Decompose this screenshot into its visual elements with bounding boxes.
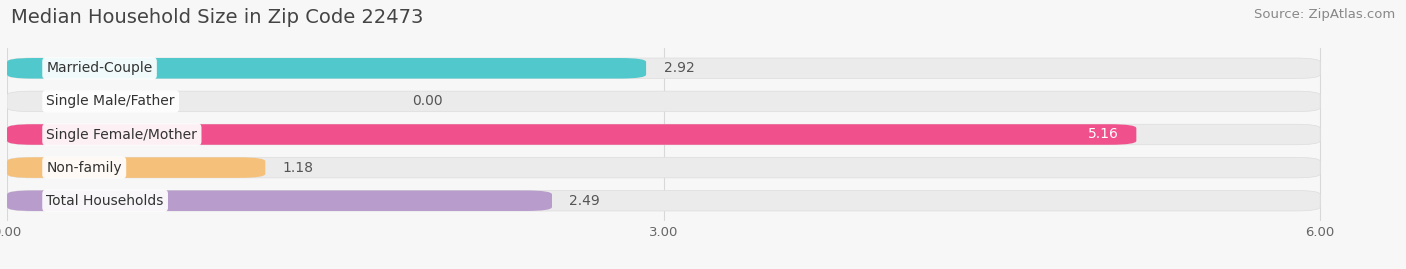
Text: Single Male/Father: Single Male/Father: [46, 94, 174, 108]
Text: Married-Couple: Married-Couple: [46, 61, 153, 75]
FancyBboxPatch shape: [7, 157, 266, 178]
FancyBboxPatch shape: [7, 124, 1320, 145]
FancyBboxPatch shape: [7, 58, 1320, 79]
Text: Source: ZipAtlas.com: Source: ZipAtlas.com: [1254, 8, 1395, 21]
Text: 5.16: 5.16: [1088, 128, 1119, 141]
Text: Non-family: Non-family: [46, 161, 122, 175]
FancyBboxPatch shape: [7, 190, 553, 211]
Text: Single Female/Mother: Single Female/Mother: [46, 128, 197, 141]
FancyBboxPatch shape: [7, 190, 1320, 211]
Text: 0.00: 0.00: [412, 94, 443, 108]
Text: Total Households: Total Households: [46, 194, 165, 208]
Text: 2.92: 2.92: [664, 61, 695, 75]
Text: 1.18: 1.18: [283, 161, 314, 175]
FancyBboxPatch shape: [7, 91, 1320, 112]
Text: 2.49: 2.49: [569, 194, 600, 208]
FancyBboxPatch shape: [7, 124, 1136, 145]
FancyBboxPatch shape: [7, 157, 1320, 178]
FancyBboxPatch shape: [7, 58, 647, 79]
Text: Median Household Size in Zip Code 22473: Median Household Size in Zip Code 22473: [11, 8, 423, 27]
